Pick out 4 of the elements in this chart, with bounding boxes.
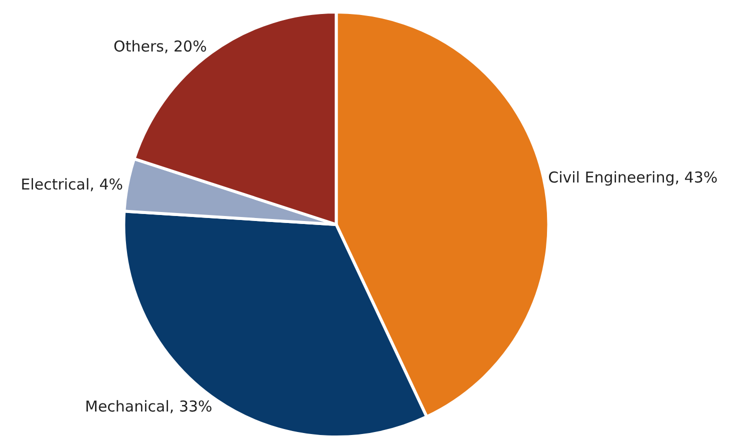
slice-label: Mechanical, 33% [85, 397, 212, 416]
slice-label: Civil Engineering, 43% [548, 168, 718, 187]
slice-label: Others, 20% [114, 38, 207, 56]
slice-label: Electrical, 4% [20, 175, 123, 194]
